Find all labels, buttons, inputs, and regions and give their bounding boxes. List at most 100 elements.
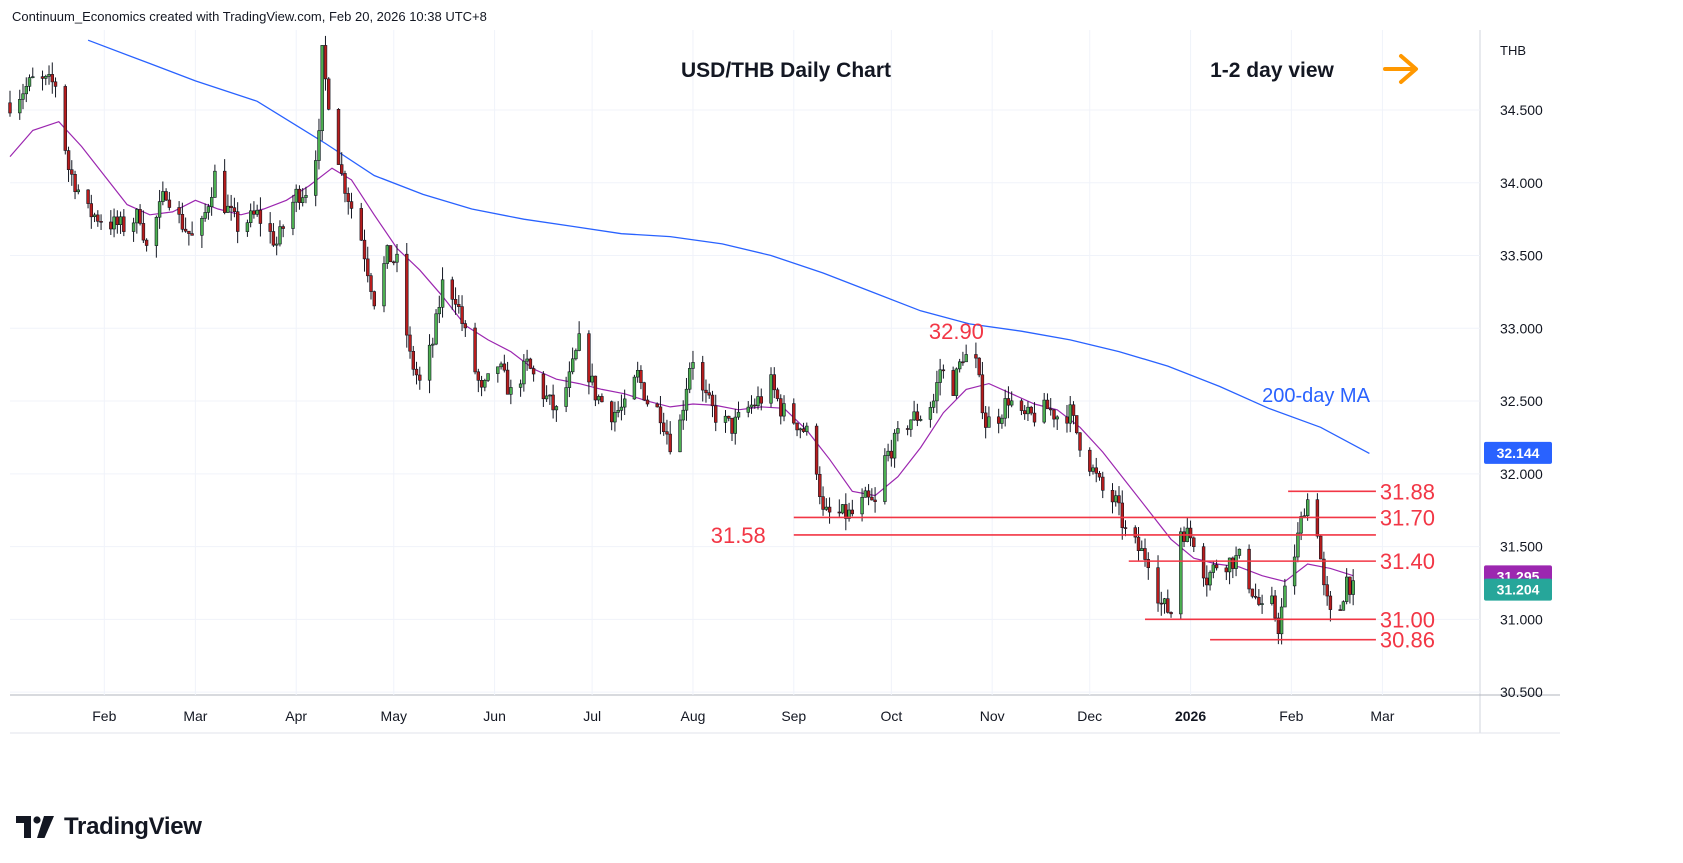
candle-up: [112, 216, 116, 230]
candle-down: [326, 78, 331, 110]
candle-down: [792, 403, 796, 424]
y-tick-label: 32.500: [1500, 393, 1543, 409]
candle-down: [642, 382, 646, 401]
candle-up: [161, 191, 165, 202]
candle-down: [551, 394, 555, 411]
candle-down: [707, 392, 711, 396]
candle-down: [974, 354, 978, 359]
candle-down: [1045, 399, 1050, 410]
candle-down: [609, 401, 614, 423]
candle-up: [544, 395, 549, 400]
candle-down: [53, 81, 58, 87]
candle-down: [414, 368, 419, 376]
candle-down: [980, 374, 985, 414]
candle-down: [1205, 577, 1209, 586]
candle-up: [1351, 580, 1355, 595]
candle-up: [1296, 532, 1300, 558]
candle-down: [463, 323, 467, 329]
candle-up: [76, 189, 81, 193]
candle-down: [915, 411, 920, 421]
candle-up: [131, 222, 136, 232]
candle-up: [863, 490, 868, 498]
candle-down: [190, 233, 194, 236]
candle-down: [658, 406, 663, 424]
plot-frame: [10, 30, 1560, 734]
candle-up: [1299, 516, 1303, 534]
candle-down: [1156, 567, 1160, 604]
candle-up: [44, 76, 48, 79]
candle-down: [346, 193, 350, 202]
candle-down: [531, 368, 536, 375]
candle-up: [886, 450, 890, 456]
candle-up: [1306, 499, 1310, 517]
candle-down: [343, 173, 347, 194]
candle-down: [983, 412, 988, 428]
candle-up: [525, 358, 529, 362]
candlesticks: [8, 35, 1355, 645]
candle-down: [138, 209, 142, 224]
candle-down: [801, 428, 806, 432]
y-tick-label: 31.000: [1500, 611, 1543, 627]
candle-down: [405, 253, 409, 336]
currency-label: THB: [1500, 43, 1526, 58]
price-axis[interactable]: 30.500 31.000 31.500 32.000 32.500 33.000 33.5…: [1500, 43, 1543, 700]
candle-up: [840, 504, 845, 514]
candle-down: [122, 216, 126, 232]
level-label: 31.40: [1380, 549, 1435, 574]
candle-down: [759, 396, 764, 404]
candle-down: [977, 357, 981, 376]
y-tick-label: 30.500: [1500, 684, 1543, 700]
candle-down: [223, 170, 227, 213]
candle-down: [1094, 467, 1099, 474]
tradingview-brand[interactable]: TradingView: [16, 812, 202, 842]
candle-down: [1097, 472, 1102, 478]
candle-up: [1026, 406, 1030, 415]
candle-down: [460, 306, 464, 324]
candle-down: [479, 379, 484, 388]
candle-up: [226, 205, 230, 213]
candle-up: [918, 418, 923, 421]
candle-down: [775, 389, 780, 399]
candle-up: [1208, 572, 1212, 586]
candle-down: [1117, 495, 1121, 504]
view-label: 1-2 day view: [1210, 59, 1334, 82]
candle-up: [1000, 417, 1004, 424]
candle-up: [577, 333, 581, 351]
candle-down: [1078, 432, 1082, 451]
candle-down: [1250, 588, 1255, 597]
candle-down: [1075, 415, 1079, 434]
candle-up: [574, 350, 578, 360]
candle-up: [782, 403, 786, 417]
candle-down: [1052, 409, 1056, 420]
candle-up: [437, 306, 441, 315]
candle-down: [821, 496, 825, 510]
level-label: 31.70: [1380, 505, 1435, 530]
candle-down: [418, 374, 422, 381]
level-label: 31.58: [711, 523, 766, 548]
candle-down: [827, 506, 832, 513]
candle-up: [1140, 548, 1144, 552]
ma200-layer: [87, 39, 1370, 454]
candle-down: [1253, 595, 1258, 598]
candle-up: [382, 263, 386, 307]
candle-up: [31, 76, 35, 78]
y-tick-label: 34.000: [1500, 175, 1543, 191]
time-axis[interactable]: Feb Mar Apr May Jun Jul Aug Sep Oct Nov Dec 2026 Feb…: [92, 708, 1395, 724]
candle-down: [183, 228, 188, 232]
candle-up: [431, 343, 435, 346]
candle-up: [1234, 555, 1238, 569]
x-tick-label: Feb: [1279, 708, 1303, 724]
candle-down: [109, 221, 113, 230]
candle-down: [1022, 410, 1027, 415]
candle-up: [1009, 400, 1014, 406]
candle-up: [860, 496, 864, 515]
candle-up: [567, 371, 572, 388]
candle-down: [528, 358, 533, 369]
candle-up: [118, 216, 123, 226]
candle-up: [928, 407, 933, 420]
candle-up: [203, 212, 207, 219]
candle-down: [727, 415, 731, 419]
candle-up: [1345, 576, 1349, 602]
price-badge-label: 31.204: [1497, 582, 1540, 598]
